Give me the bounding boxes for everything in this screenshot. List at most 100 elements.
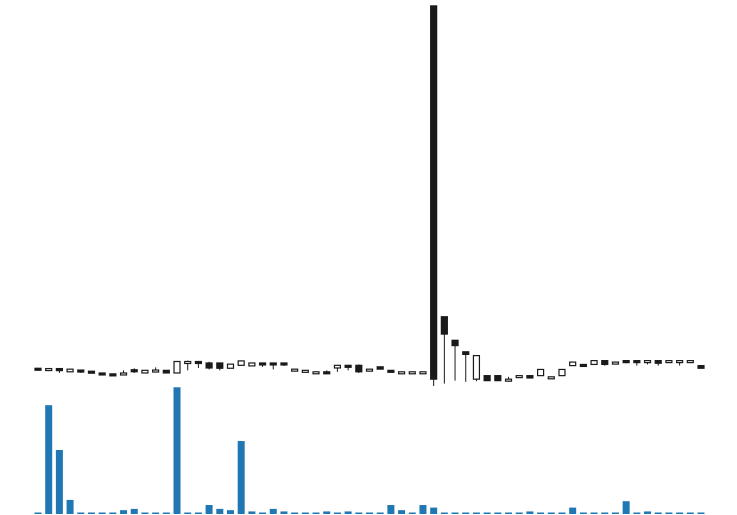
candle-body (430, 5, 438, 380)
volume-bar (622, 501, 630, 514)
volume-bar (173, 387, 181, 514)
candle-body (184, 360, 192, 365)
candle (622, 360, 630, 364)
candle (558, 368, 566, 377)
volume-bar (77, 512, 85, 514)
volume-bar (55, 450, 63, 514)
candle (312, 371, 320, 375)
candle (301, 369, 309, 373)
candle-body (376, 366, 384, 370)
candle (440, 316, 448, 384)
candle-body (45, 367, 53, 372)
candle-body (269, 362, 277, 366)
volume-bar (291, 512, 299, 514)
volume-bar (644, 511, 652, 514)
candle-body (654, 360, 662, 364)
volume-bar (601, 512, 609, 514)
candle (633, 360, 641, 366)
candle-body (515, 375, 523, 379)
volume-bar (344, 511, 352, 514)
candle-body (569, 361, 577, 367)
candle-body (66, 368, 74, 373)
candle (686, 360, 694, 364)
candle (291, 368, 299, 372)
volume-bar (633, 512, 641, 514)
candle-body (216, 362, 224, 369)
candle (269, 362, 277, 370)
candle-body (258, 362, 267, 366)
volume-bar (451, 512, 459, 514)
candle (643, 360, 652, 365)
volume-bar (654, 512, 662, 514)
candle (430, 5, 438, 386)
candle-body (408, 371, 416, 375)
volume-bar (697, 512, 705, 514)
volume-bar (194, 512, 202, 514)
volume-bar (686, 512, 694, 514)
candle (45, 367, 53, 372)
candle (472, 355, 481, 382)
volume-bar (301, 512, 309, 514)
candle-body (248, 362, 256, 367)
volume-bar (355, 512, 363, 514)
candle-body (547, 376, 555, 380)
candle (387, 369, 395, 373)
candle (77, 369, 85, 373)
candle-body (237, 360, 245, 366)
candle (280, 362, 288, 366)
volume-bar (483, 512, 491, 514)
volume-bar (184, 512, 192, 514)
candle-body (194, 360, 203, 365)
volume-bar (558, 512, 566, 514)
candle (205, 361, 213, 370)
volume-bar (141, 512, 149, 514)
candle-body (686, 360, 694, 364)
candle-body (536, 368, 545, 377)
volume-bar (408, 512, 416, 514)
volume-bar (590, 512, 598, 514)
volume-bar (569, 507, 577, 514)
candle-body (526, 375, 534, 379)
candle (152, 367, 160, 373)
volume-bar (462, 512, 470, 514)
candle (408, 371, 416, 375)
candle-body (483, 375, 491, 382)
candle-body (344, 364, 352, 368)
candle-body (280, 362, 288, 366)
candle (462, 351, 470, 382)
volume-bar (205, 505, 213, 514)
volume-bar (45, 405, 53, 514)
volume-bar (387, 505, 395, 514)
volume-bar (98, 512, 106, 514)
volume-bar (526, 511, 534, 514)
candle (237, 360, 245, 366)
candle (87, 370, 96, 374)
candle (526, 375, 534, 379)
candle-body (397, 371, 406, 375)
volume-bar (34, 512, 42, 514)
candle (184, 360, 192, 371)
candle (365, 368, 374, 372)
candle-body (119, 372, 128, 376)
candle (344, 364, 352, 371)
volume-bar (280, 511, 288, 514)
volume-bar (366, 512, 373, 514)
volume-bar (472, 512, 480, 514)
candle-body (611, 361, 620, 365)
volume-bar (216, 508, 224, 514)
candle (504, 376, 513, 382)
candle (536, 368, 545, 377)
candle (419, 371, 427, 375)
volume-bar (376, 512, 384, 514)
candle-body (98, 372, 106, 376)
volume-bar (312, 512, 320, 514)
candle-body (419, 371, 427, 375)
candle-body (205, 362, 213, 369)
candle (55, 367, 63, 373)
volume-bar (66, 499, 74, 514)
volume-bar (611, 512, 619, 514)
candle-body (291, 368, 299, 372)
volume-bar (152, 512, 160, 514)
candle (34, 367, 42, 371)
candle (226, 363, 235, 369)
